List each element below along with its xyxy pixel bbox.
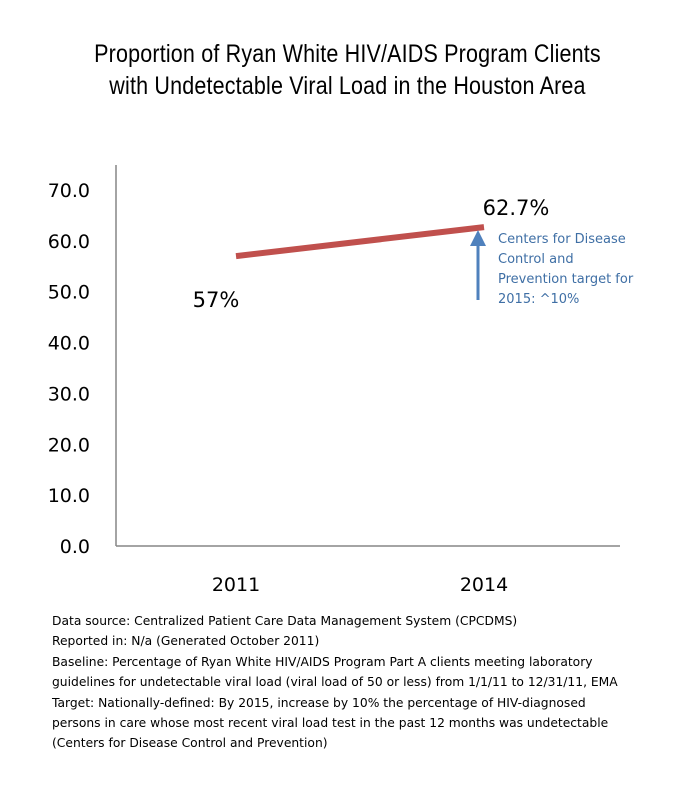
series-group — [235, 224, 485, 260]
y-tick-label: 30.0 — [48, 383, 90, 405]
data-labels: 57% 62.7% — [193, 196, 550, 312]
y-tick-label: 60.0 — [48, 231, 90, 253]
chart-title: Proportion of Ryan White HIV/AIDS Progra… — [49, 38, 647, 102]
note-target: Target: Nationally-defined: By 2015, inc… — [52, 695, 586, 710]
data-label: 62.7% — [483, 196, 550, 220]
note-reported-in: Reported in: N/a (Generated October 2011… — [52, 634, 320, 649]
target-arrow-head — [470, 230, 486, 246]
x-tick-labels: 2011 2014 — [212, 574, 508, 596]
line-chart: 0.0 10.0 20.0 30.0 40.0 50.0 60.0 70.0 2011 2014… — [48, 165, 620, 596]
note-baseline-cont: guidelines for undetectable viral load (… — [52, 675, 618, 690]
y-tick-label: 0.0 — [60, 536, 90, 558]
chart-title-line-2: with Undetectable Viral Load in the Hous… — [109, 72, 586, 100]
annotation-line-1: Centers for Disease — [498, 232, 626, 247]
x-tick-label: 2011 — [212, 574, 260, 596]
y-tick-label: 50.0 — [48, 282, 90, 304]
annotation-line-4: 2015: ^10% — [498, 292, 580, 307]
y-tick-label: 10.0 — [48, 485, 90, 507]
y-tick-labels: 0.0 10.0 20.0 30.0 40.0 50.0 60.0 70.0 — [48, 180, 90, 558]
target-arrow — [470, 230, 486, 300]
note-baseline: Baseline: Percentage of Ryan White HIV/A… — [52, 654, 593, 669]
y-tick-label: 20.0 — [48, 434, 90, 456]
data-label: 57% — [193, 288, 240, 312]
target-annotation: Centers for Disease Control and Preventi… — [498, 230, 668, 310]
annotation-line-3: Prevention target for — [498, 272, 634, 287]
chart-title-line-1: Proportion of Ryan White HIV/AIDS Progra… — [94, 40, 601, 68]
y-tick-label: 40.0 — [48, 333, 90, 355]
note-data-source: Data source: Centralized Patient Care Da… — [52, 614, 518, 628]
source-notes: Data source: Centralized Patient Care Da… — [52, 611, 682, 754]
note-target-cont: persons in care whose most recent viral … — [52, 716, 609, 731]
series-line — [235, 224, 485, 260]
annotation-line-2: Control and — [498, 252, 574, 267]
y-tick-label: 70.0 — [48, 180, 90, 202]
note-target-source: (Centers for Disease Control and Prevent… — [52, 736, 328, 751]
x-tick-label: 2014 — [460, 574, 508, 596]
